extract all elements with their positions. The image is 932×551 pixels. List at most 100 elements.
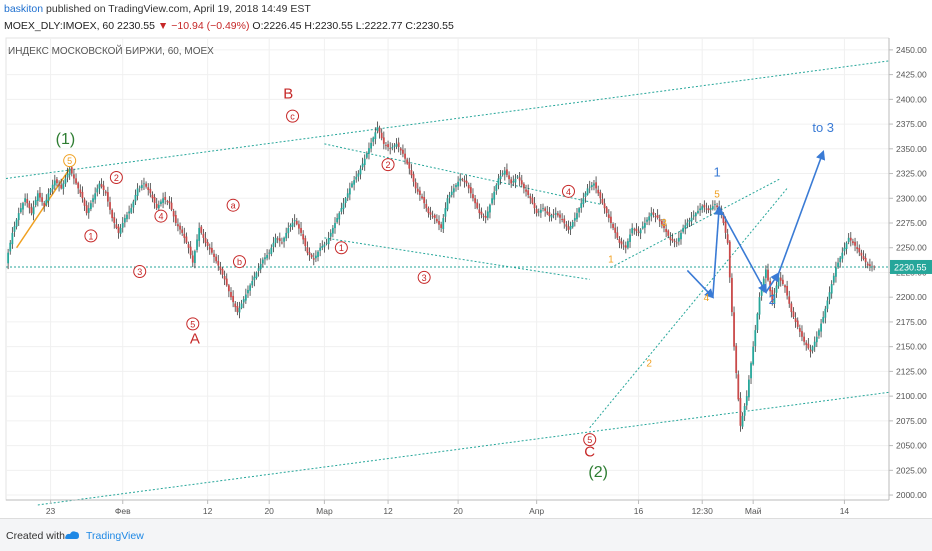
trend-line bbox=[37, 390, 898, 506]
candle-body bbox=[501, 173, 504, 175]
candle-body bbox=[395, 143, 398, 147]
candle-body bbox=[599, 192, 602, 199]
candle-body bbox=[680, 232, 682, 240]
projection-arrow bbox=[718, 206, 767, 294]
candle-body bbox=[665, 228, 668, 232]
candle-body bbox=[370, 142, 372, 149]
wave-label: 3 bbox=[422, 273, 427, 283]
candle-body bbox=[820, 323, 822, 332]
candle-body bbox=[376, 127, 379, 132]
candle-body bbox=[168, 201, 171, 204]
candle-body bbox=[556, 213, 559, 216]
candle-body bbox=[467, 184, 470, 189]
candle-body bbox=[605, 207, 608, 214]
candle-body bbox=[412, 174, 415, 182]
candle-body bbox=[652, 212, 655, 215]
candle-body bbox=[554, 213, 557, 215]
candle-body bbox=[151, 194, 154, 199]
candle-body bbox=[121, 222, 124, 228]
candle-body bbox=[788, 296, 791, 304]
candle-body bbox=[478, 209, 481, 214]
trend-line bbox=[324, 143, 601, 205]
candle-body bbox=[310, 254, 313, 258]
ohlc-values: O:2226.45 H:2230.55 L:2222.77 C:2230.55 bbox=[252, 20, 454, 32]
candle-body bbox=[682, 227, 685, 232]
candle-body bbox=[198, 227, 201, 241]
candle-body bbox=[268, 252, 271, 254]
candle-body bbox=[709, 208, 712, 210]
candle-body bbox=[393, 145, 396, 147]
candle-body bbox=[149, 188, 152, 194]
candle-body bbox=[733, 312, 735, 347]
candle-body bbox=[138, 186, 141, 188]
wave-label-circle bbox=[381, 158, 395, 172]
candle-body bbox=[754, 330, 757, 347]
candle-body bbox=[794, 318, 797, 322]
wave-label-circle bbox=[109, 170, 123, 184]
candle-body bbox=[221, 268, 224, 275]
price-tick-label: 2375.00 bbox=[896, 119, 927, 129]
candle-body bbox=[779, 277, 782, 281]
candle-body bbox=[134, 194, 137, 202]
candle-body bbox=[94, 193, 97, 200]
candle-body bbox=[39, 192, 41, 198]
candle-body bbox=[219, 266, 222, 271]
price-tick-label: 2350.00 bbox=[896, 144, 927, 154]
candle-body bbox=[847, 237, 850, 243]
candle-body bbox=[225, 278, 228, 286]
candle-body bbox=[181, 229, 184, 233]
candle-body bbox=[597, 189, 600, 194]
candle-body bbox=[276, 238, 279, 240]
wave-label: 4 bbox=[158, 212, 163, 222]
candle-body bbox=[586, 188, 589, 195]
price-tick-label: 2125.00 bbox=[896, 366, 927, 376]
candle-body bbox=[90, 203, 92, 210]
candle-body bbox=[196, 239, 198, 250]
author-link[interactable]: baskiton bbox=[4, 3, 44, 15]
candle-body bbox=[49, 189, 52, 193]
candle-body bbox=[839, 257, 842, 263]
wave-label: b bbox=[237, 257, 242, 267]
candle-body bbox=[170, 202, 173, 210]
candle-body bbox=[489, 204, 491, 213]
candle-body bbox=[85, 205, 88, 214]
candle-body bbox=[334, 222, 336, 229]
tradingview-link[interactable]: TradingView bbox=[86, 530, 144, 542]
price-tick-label: 2200.00 bbox=[896, 292, 927, 302]
candle-body bbox=[868, 264, 871, 267]
candle-body bbox=[353, 180, 356, 185]
candle-body bbox=[767, 269, 769, 281]
candle-body bbox=[408, 162, 411, 169]
wave-label-circle bbox=[154, 209, 168, 223]
candle-body bbox=[166, 200, 169, 202]
candle-body bbox=[701, 206, 704, 210]
candle-body bbox=[355, 176, 358, 180]
candle-body bbox=[692, 215, 695, 217]
candle-body bbox=[610, 216, 612, 223]
wave-label: 3 bbox=[661, 218, 667, 229]
candle-body bbox=[77, 182, 80, 189]
candle-body bbox=[845, 242, 848, 249]
candle-body bbox=[756, 313, 759, 330]
price-axis[interactable]: 2000.00 2025.00 2050.00 2075.00 2100.00 2125.… bbox=[888, 28, 932, 510]
price-tick-label: 2450.00 bbox=[896, 45, 927, 55]
candle-body bbox=[126, 214, 128, 220]
candle-body bbox=[446, 198, 449, 210]
candle-body bbox=[737, 374, 740, 400]
candle-body bbox=[690, 217, 693, 222]
wave-label: 5 bbox=[67, 156, 72, 166]
candle-body bbox=[792, 311, 795, 317]
time-axis[interactable]: 23 Фев 12 20 Мар 12 20 Апр 16 12:30 Май 14 bbox=[6, 499, 889, 516]
candle-body bbox=[227, 285, 230, 292]
candle-body bbox=[45, 199, 48, 205]
candle-body bbox=[183, 233, 186, 238]
candle-body bbox=[98, 183, 101, 189]
candle-body bbox=[472, 194, 474, 199]
candle-body bbox=[338, 213, 341, 220]
candle-body bbox=[374, 132, 377, 139]
candle-body bbox=[278, 238, 281, 242]
wave-label: 2 bbox=[646, 358, 652, 369]
candle-body bbox=[387, 144, 389, 148]
